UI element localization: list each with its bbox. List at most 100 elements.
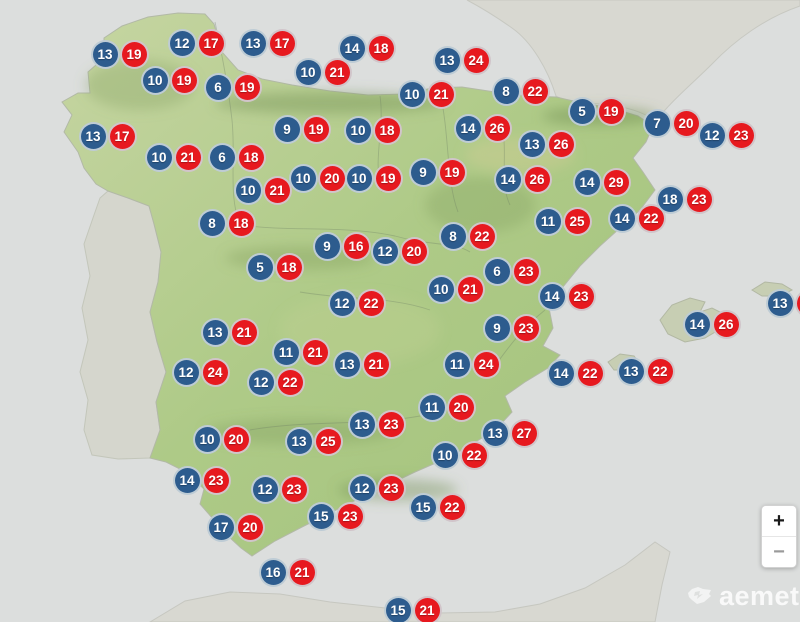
max-temp-circle[interactable]: 24 (461, 45, 491, 75)
min-temp-circle[interactable]: 11 (442, 349, 472, 379)
max-temp-circle[interactable]: 23 (511, 256, 541, 286)
min-temp-circle[interactable]: 11 (533, 206, 563, 236)
max-temp-circle[interactable]: 27 (509, 418, 539, 448)
min-temp-circle[interactable]: 13 (517, 129, 547, 159)
max-temp-circle[interactable]: 20 (221, 424, 251, 454)
max-temp-circle[interactable]: 19 (373, 163, 403, 193)
min-temp-circle[interactable]: 15 (383, 595, 413, 622)
max-temp-circle[interactable]: 19 (596, 96, 626, 126)
max-temp-circle[interactable]: 26 (711, 309, 741, 339)
max-temp-circle[interactable]: 16 (341, 231, 371, 261)
max-temp-circle[interactable]: 19 (301, 114, 331, 144)
min-temp-circle[interactable]: 12 (327, 288, 357, 318)
max-temp-circle[interactable]: 21 (287, 557, 317, 587)
max-temp-circle[interactable]: 29 (601, 167, 631, 197)
max-temp-circle[interactable]: 23 (376, 473, 406, 503)
min-temp-circle[interactable]: 10 (144, 142, 174, 172)
max-temp-circle[interactable]: 23 (335, 501, 365, 531)
max-temp-circle[interactable]: 22 (275, 367, 305, 397)
max-temp-circle[interactable]: 20 (317, 163, 347, 193)
min-temp-circle[interactable]: 14 (572, 167, 602, 197)
max-temp-circle[interactable]: 19 (437, 157, 467, 187)
max-temp-circle[interactable]: 23 (201, 465, 231, 495)
max-temp-circle[interactable]: 25 (562, 206, 592, 236)
min-temp-circle[interactable]: 12 (171, 357, 201, 387)
min-temp-circle[interactable]: 10 (397, 79, 427, 109)
min-temp-circle[interactable]: 10 (430, 440, 460, 470)
max-temp-circle[interactable]: 21 (322, 57, 352, 87)
max-temp-circle[interactable]: 21 (300, 337, 330, 367)
min-temp-circle[interactable]: 12 (697, 120, 727, 150)
max-temp-circle[interactable]: 26 (546, 129, 576, 159)
max-temp-circle[interactable]: 18 (274, 252, 304, 282)
max-temp-circle[interactable]: 22 (645, 356, 675, 386)
max-temp-circle[interactable]: 22 (520, 76, 550, 106)
max-temp-circle[interactable] (794, 288, 800, 318)
min-temp-circle[interactable]: 10 (233, 175, 263, 205)
max-temp-circle[interactable]: 21 (412, 595, 442, 622)
min-temp-circle[interactable]: 6 (203, 72, 233, 102)
max-temp-circle[interactable]: 17 (267, 28, 297, 58)
min-temp-circle[interactable]: 15 (408, 492, 438, 522)
max-temp-circle[interactable]: 21 (262, 175, 292, 205)
min-temp-circle[interactable]: 10 (343, 115, 373, 145)
max-temp-circle[interactable]: 23 (566, 281, 596, 311)
min-temp-circle[interactable]: 10 (426, 274, 456, 304)
max-temp-circle[interactable]: 21 (229, 317, 259, 347)
min-temp-circle[interactable]: 9 (408, 157, 438, 187)
min-temp-circle[interactable]: 6 (482, 256, 512, 286)
min-temp-circle[interactable]: 13 (347, 409, 377, 439)
min-temp-circle[interactable]: 18 (655, 184, 685, 214)
max-temp-circle[interactable]: 20 (446, 392, 476, 422)
max-temp-circle[interactable]: 17 (107, 121, 137, 151)
min-temp-circle[interactable]: 10 (344, 163, 374, 193)
min-temp-circle[interactable]: 5 (567, 96, 597, 126)
min-temp-circle[interactable]: 13 (332, 349, 362, 379)
min-temp-circle[interactable]: 12 (250, 474, 280, 504)
min-temp-circle[interactable]: 10 (288, 163, 318, 193)
min-temp-circle[interactable]: 13 (238, 28, 268, 58)
min-temp-circle[interactable]: 14 (546, 358, 576, 388)
max-temp-circle[interactable]: 18 (372, 115, 402, 145)
min-temp-circle[interactable]: 13 (765, 288, 795, 318)
max-temp-circle[interactable]: 19 (119, 39, 149, 69)
min-temp-circle[interactable]: 5 (245, 252, 275, 282)
max-temp-circle[interactable]: 25 (313, 426, 343, 456)
max-temp-circle[interactable]: 19 (169, 65, 199, 95)
min-temp-circle[interactable]: 11 (271, 337, 301, 367)
max-temp-circle[interactable]: 23 (684, 184, 714, 214)
zoom-in-button[interactable]: + (762, 506, 796, 536)
max-temp-circle[interactable]: 18 (366, 33, 396, 63)
max-temp-circle[interactable]: 21 (426, 79, 456, 109)
max-temp-circle[interactable]: 22 (467, 221, 497, 251)
max-temp-circle[interactable]: 24 (471, 349, 501, 379)
min-temp-circle[interactable]: 14 (172, 465, 202, 495)
min-temp-circle[interactable]: 16 (258, 557, 288, 587)
max-temp-circle[interactable]: 20 (671, 108, 701, 138)
min-temp-circle[interactable]: 12 (370, 236, 400, 266)
min-temp-circle[interactable]: 13 (432, 45, 462, 75)
max-temp-circle[interactable]: 24 (200, 357, 230, 387)
min-temp-circle[interactable]: 14 (337, 33, 367, 63)
min-temp-circle[interactable]: 9 (312, 231, 342, 261)
min-temp-circle[interactable]: 13 (616, 356, 646, 386)
min-temp-circle[interactable]: 9 (272, 114, 302, 144)
max-temp-circle[interactable]: 21 (361, 349, 391, 379)
min-temp-circle[interactable]: 6 (207, 142, 237, 172)
min-temp-circle[interactable]: 9 (482, 313, 512, 343)
min-temp-circle[interactable]: 8 (438, 221, 468, 251)
max-temp-circle[interactable]: 22 (356, 288, 386, 318)
min-temp-circle[interactable]: 11 (417, 392, 447, 422)
min-temp-circle[interactable]: 8 (197, 208, 227, 238)
max-temp-circle[interactable]: 22 (437, 492, 467, 522)
min-temp-circle[interactable]: 10 (140, 65, 170, 95)
min-temp-circle[interactable]: 7 (642, 108, 672, 138)
min-temp-circle[interactable]: 14 (493, 164, 523, 194)
min-temp-circle[interactable]: 13 (90, 39, 120, 69)
max-temp-circle[interactable]: 23 (279, 474, 309, 504)
max-temp-circle[interactable]: 23 (726, 120, 756, 150)
min-temp-circle[interactable]: 10 (293, 57, 323, 87)
zoom-out-button[interactable]: − (762, 537, 796, 567)
min-temp-circle[interactable]: 14 (537, 281, 567, 311)
